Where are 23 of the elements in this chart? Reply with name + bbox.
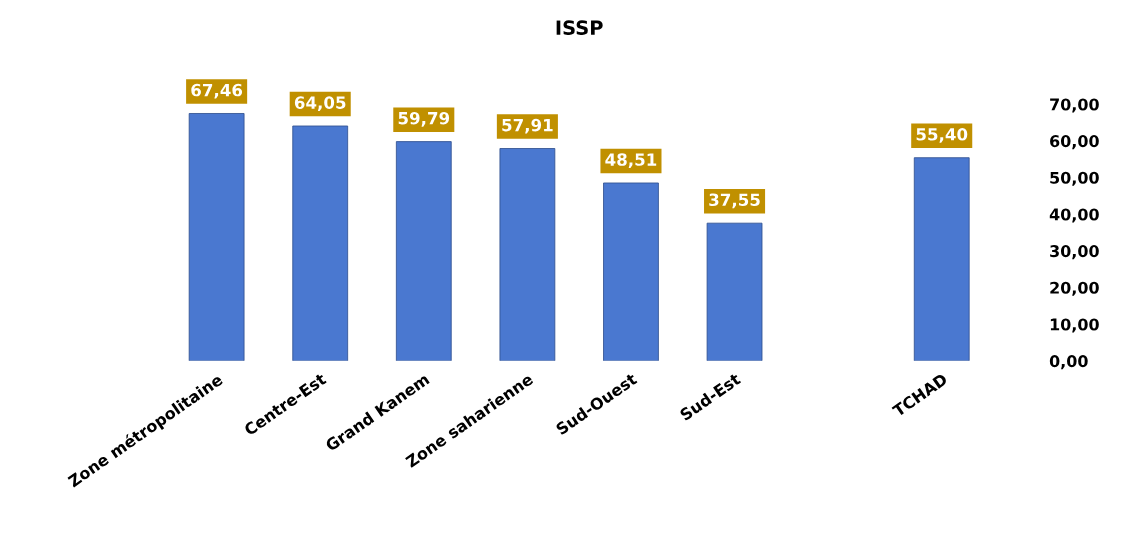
y-tick-label: 70,00 (1050, 98, 1099, 113)
data-label: 48,51 (605, 153, 657, 168)
y-tick-label: 50,00 (1050, 171, 1099, 186)
data-label: 55,40 (916, 127, 968, 143)
data-label: 37,55 (709, 193, 760, 209)
bar (395, 141, 452, 361)
y-tick-label: 30,00 (1050, 245, 1099, 260)
y-tick-label: 10,00 (1050, 318, 1099, 333)
data-label: 64,05 (294, 96, 346, 112)
data-label: 59,79 (398, 111, 450, 127)
bar (913, 157, 970, 361)
bar (603, 182, 659, 361)
y-tick-label: 20,00 (1050, 281, 1099, 296)
y-tick-label: 60,00 (1050, 135, 1099, 150)
chart-title: ISSP (556, 20, 603, 36)
bar (499, 148, 556, 361)
bar (292, 125, 349, 361)
data-label: 57,91 (502, 118, 553, 134)
data-label: 67,46 (191, 83, 243, 99)
y-tick-label: 40,00 (1049, 208, 1099, 223)
bar (188, 113, 245, 361)
bar (706, 222, 763, 361)
y-tick-label: 0,00 (1049, 355, 1088, 370)
